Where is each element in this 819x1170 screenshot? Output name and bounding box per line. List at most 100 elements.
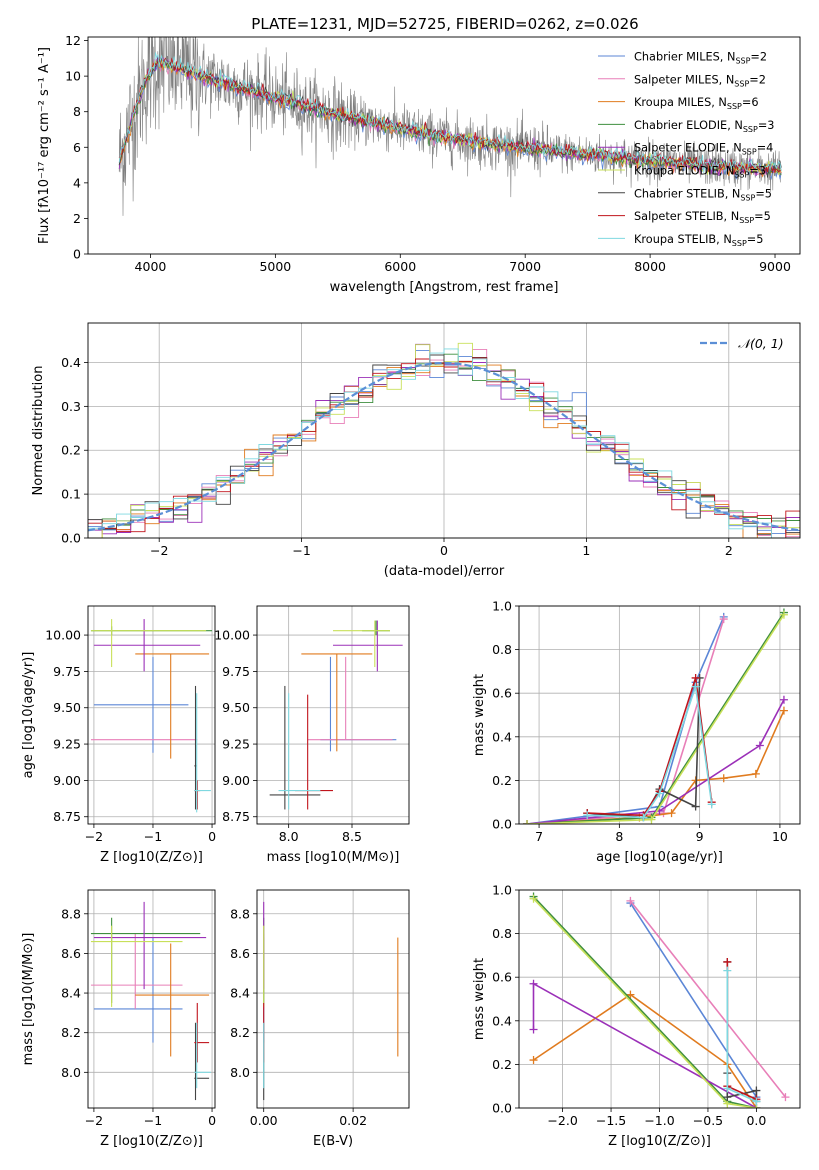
- axes-frame: [256, 605, 410, 825]
- x-tick-label: −2: [85, 829, 103, 844]
- legend: Chabrier MILES, NSSP=2 Salpeter MILES, NS…: [598, 51, 774, 248]
- hist-salpeter-stelib: [88, 357, 800, 538]
- series-salpeter-miles: [626, 896, 790, 1102]
- chart-mass-vs-Z: −2 −1 0 8.0 8.2 8.4 8.6 8.8 Z [log10(Z/Z⊙)] mass …: [21, 889, 216, 1149]
- y-axis-label: mass [log10(M/M⊙)]: [21, 933, 36, 1066]
- y-tick-label: 8.6: [230, 946, 250, 961]
- point-salpeter-elodie: [333, 620, 403, 672]
- y-tick-label: 0.4: [492, 729, 512, 744]
- legend-label: 𝒩(0, 1): [738, 336, 784, 351]
- series-marker: [751, 769, 760, 778]
- x-axis-label: (data-model)/error: [384, 564, 505, 579]
- series-marker: [779, 695, 788, 704]
- series-marker: [691, 673, 700, 682]
- y-tick-label: 8.4: [61, 986, 81, 1001]
- point-chabrier-stelib: [269, 685, 321, 810]
- axes-frame: [87, 889, 216, 1109]
- point-kroupa-stelib: [194, 1022, 211, 1089]
- series-marker: [719, 615, 728, 624]
- point-kroupa-stelib: [278, 693, 321, 810]
- chart-weight-vs-age: 7 8 9 10 0.0 0.2 0.4 0.6 0.8 1.0 age [log10(age/yr…: [472, 599, 801, 865]
- series-line: [532, 898, 757, 1108]
- point-chabrier-miles: [93, 937, 183, 1043]
- y-tick-label: 0.0: [492, 1101, 512, 1116]
- y-tick-label: 9.25: [222, 737, 250, 752]
- series-line: [526, 699, 785, 824]
- x-tick-label: 0.02: [339, 1113, 367, 1128]
- plot-area: 4000 5000 6000 7000 8000 9000024681012wavelen…: [21, 33, 801, 1149]
- series-marker: [647, 815, 656, 824]
- y-tick-label: 8.0: [230, 1065, 250, 1080]
- x-tick-label: 8.5: [342, 829, 362, 844]
- series-marker: [723, 1084, 732, 1093]
- point-kroupa-miles: [135, 653, 210, 759]
- point-salpeter-elodie: [93, 619, 201, 672]
- y-axis-label: mass weight: [472, 674, 487, 756]
- x-tick-label: 9000: [759, 259, 791, 274]
- y-tick-label: 0.3: [61, 399, 81, 414]
- series-chabrier-stelib: [583, 673, 704, 822]
- y-tick-label: 0.8: [492, 642, 512, 657]
- point-salpeter-elodie: [93, 901, 207, 990]
- series-marker: [529, 894, 538, 903]
- series-marker: [781, 1093, 790, 1102]
- x-axis-label: mass [log10(M/M⊙)]: [267, 850, 400, 865]
- point-chabrier-elodie: [90, 917, 201, 1003]
- legend-label: Kroupa MILES, NSSP=6: [634, 96, 759, 111]
- legend-label: Chabrier MILES, NSSP=2: [634, 51, 767, 66]
- x-tick-label: −1: [292, 543, 310, 558]
- y-tick-label: 0.0: [61, 531, 81, 546]
- series-chabrier-stelib: [723, 957, 761, 1106]
- series-chabrier-miles: [626, 899, 761, 1102]
- plot-layer: [269, 620, 403, 810]
- point-kroupa-elodie: [90, 925, 183, 1007]
- series-marker: [626, 896, 635, 905]
- plot-layer: [88, 342, 800, 538]
- x-tick-label: 8: [615, 829, 623, 844]
- series-marker: [779, 706, 788, 715]
- x-tick-label: 4000: [135, 259, 167, 274]
- series-marker: [691, 802, 700, 811]
- series-marker: [529, 1025, 538, 1034]
- series-marker: [529, 979, 538, 988]
- y-tick-label: 9.25: [53, 737, 81, 752]
- point-kroupa-elodie: [90, 619, 207, 668]
- plot-layer: [529, 892, 790, 1108]
- x-axis-label: age [log10(age/yr)]: [596, 850, 723, 865]
- point-kroupa-miles: [135, 943, 210, 1057]
- x-tick-label: 9: [696, 829, 704, 844]
- y-tick-label: 9.75: [53, 664, 81, 679]
- y-tick-label: 9.00: [222, 773, 250, 788]
- series-kroupa-elodie: [523, 610, 788, 824]
- point-salpeter-stelib: [295, 694, 333, 810]
- series-marker: [723, 1093, 732, 1102]
- series-kroupa-stelib: [583, 682, 716, 822]
- chart-age-vs-mass: 8.0 8.5 8.75 9.00 9.25 9.50 9.75 10.00 mass [log…: [214, 605, 410, 865]
- x-axis-label: E(B-V): [313, 1134, 353, 1149]
- point-chabrier-elodie: [362, 620, 390, 636]
- plot-layer: [118, 37, 782, 216]
- series-line: [526, 612, 785, 824]
- series-marker: [719, 774, 728, 783]
- y-tick-label: 0.6: [492, 970, 512, 985]
- figure-title: PLATE=1231, MJD=52725, FIBERID=0262, z=0…: [251, 15, 638, 33]
- series-marker: [583, 811, 592, 820]
- x-tick-label: 2: [725, 543, 733, 558]
- x-tick-label: 7000: [509, 259, 541, 274]
- y-axis-label: Flux [fλ10⁻¹⁷ erg cm⁻² s⁻¹ A⁻¹]: [37, 47, 52, 244]
- y-tick-label: 8: [73, 104, 81, 119]
- series-line: [726, 961, 758, 1102]
- y-tick-label: 1.0: [492, 599, 512, 614]
- y-tick-label: 8.6: [61, 946, 81, 961]
- model-line-kroupa-stelib: [118, 52, 782, 173]
- series-chabrier-miles: [523, 612, 728, 824]
- chart-spectrum: 4000 5000 6000 7000 8000 9000 0 2 4 6 8 10 12 wavelen…: [37, 33, 801, 295]
- y-tick-label: 0.2: [492, 773, 512, 788]
- series-marker: [639, 813, 648, 822]
- axes-frame: [87, 36, 801, 255]
- series-line: [526, 614, 785, 824]
- axes-frame: [256, 889, 410, 1109]
- x-tick-label: 8000: [634, 259, 666, 274]
- x-tick-label: −2: [150, 543, 168, 558]
